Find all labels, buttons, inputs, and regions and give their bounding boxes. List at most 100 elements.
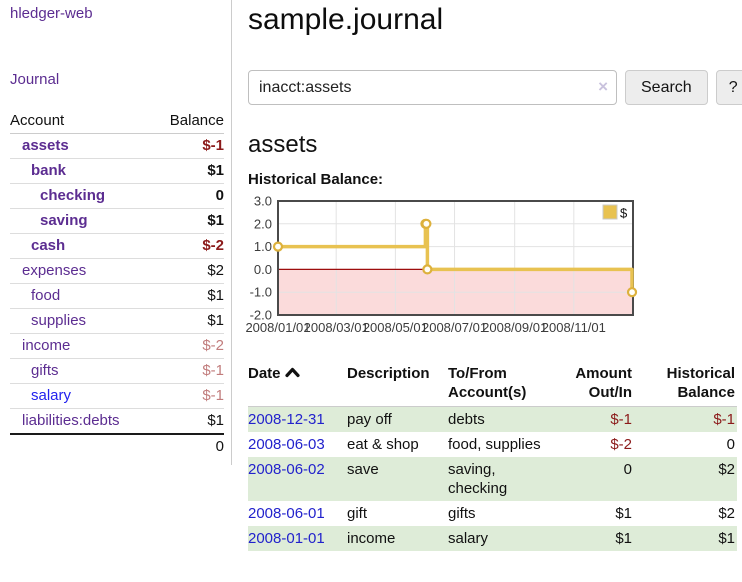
svg-text:-2.0: -2.0 <box>250 308 272 323</box>
svg-text:0.0: 0.0 <box>254 262 272 277</box>
accounts-total-row: 0 <box>10 433 224 459</box>
account-link-expenses[interactable]: expenses <box>22 262 87 279</box>
account-link-liabilities-debts[interactable]: liabilities:debts <box>22 412 120 429</box>
account-balance: $1 <box>153 308 224 334</box>
transaction-date-link[interactable]: 2008-01-01 <box>248 530 325 547</box>
transaction-description-cell: pay off <box>347 406 448 432</box>
transaction-description-cell: save <box>347 457 448 501</box>
account-row: checking 0 <box>10 183 224 209</box>
transaction-date-link[interactable]: 2008-06-02 <box>248 461 325 478</box>
transaction-date-link[interactable]: 2008-06-03 <box>248 436 325 453</box>
transaction-accounts-cell: saving, checking <box>448 457 560 501</box>
account-link-supplies[interactable]: supplies <box>31 312 87 329</box>
account-row: salary $-1 <box>10 383 224 409</box>
transaction-description-cell: gift <box>347 505 368 522</box>
account-link-saving[interactable]: saving <box>40 212 88 229</box>
register-header-balance[interactable]: Historical Balance <box>642 362 737 407</box>
account-row: income $-2 <box>10 333 224 359</box>
account-balance: $-1 <box>153 383 224 409</box>
accounts-header-account: Account <box>10 109 154 134</box>
transaction-accounts-cell: food, supplies <box>448 436 541 453</box>
search-button[interactable]: Search <box>625 70 708 105</box>
transaction-balance-cell: $2 <box>642 457 737 501</box>
help-button[interactable]: ? <box>715 70 742 105</box>
account-balance: $-2 <box>153 233 224 259</box>
account-link-checking[interactable]: checking <box>40 187 106 204</box>
register-header-accounts[interactable]: To/From Account(s) <box>448 362 560 407</box>
svg-text:2008/07/01: 2008/07/01 <box>422 320 487 335</box>
transaction-date-cell: 2008-12-31 <box>248 406 347 432</box>
transaction-date-cell: 2008-01-01 <box>248 526 347 551</box>
transaction-amount-cell: $1 <box>615 505 632 522</box>
svg-text:2008/09/01: 2008/09/01 <box>482 320 547 335</box>
register-header-date[interactable]: Date <box>248 362 347 407</box>
account-balance: 0 <box>153 183 224 209</box>
transaction-date-cell: 2008-06-01 <box>248 501 347 526</box>
svg-text:2.0: 2.0 <box>254 216 272 231</box>
transaction-balance-cell: 0 <box>726 436 735 453</box>
transaction-balance-cell: $1 <box>642 526 737 551</box>
transaction-description-cell: income <box>347 526 448 551</box>
brand-link[interactable]: hledger-web <box>10 5 93 22</box>
account-link-food[interactable]: food <box>31 287 61 304</box>
svg-text:1.0: 1.0 <box>254 239 272 254</box>
transaction-date-cell: 2008-06-02 <box>248 457 347 501</box>
register-header-row: Date Description To/From Account(s) Amou… <box>248 362 737 407</box>
account-balance: $-1 <box>153 133 224 159</box>
svg-text:2008/05/01: 2008/05/01 <box>363 320 428 335</box>
transaction-amount-cell: 0 <box>560 457 642 501</box>
transaction-amount-cell: $-1 <box>560 406 642 432</box>
account-link-income[interactable]: income <box>22 337 71 354</box>
transaction-date-link[interactable]: 2008-12-31 <box>248 411 325 428</box>
account-row: expenses $2 <box>10 258 224 284</box>
register-row: 2008-12-31 pay off debts $-1 $-1 <box>248 406 737 432</box>
search-input[interactable] <box>248 70 617 105</box>
account-row: supplies $1 <box>10 308 224 334</box>
account-balance: $2 <box>153 258 224 284</box>
sidebar-item-journal[interactable]: Journal <box>10 71 60 88</box>
account-link-gifts[interactable]: gifts <box>31 362 59 379</box>
svg-text:3.0: 3.0 <box>254 194 272 209</box>
clear-search-icon[interactable]: × <box>598 77 608 96</box>
account-heading: assets <box>248 131 318 158</box>
transaction-amount-cell: $-2 <box>610 436 632 453</box>
transaction-date-cell: 2008-06-03 <box>248 432 347 457</box>
account-link-bank[interactable]: bank <box>31 162 67 179</box>
transaction-description-cell: eat & shop <box>347 436 419 453</box>
sidebar: hledger-web Journal Account Balance asse… <box>0 0 232 465</box>
register-row: 2008-06-02 save saving, checking 0 $2 <box>248 457 737 501</box>
account-row: food $1 <box>10 283 224 309</box>
register-header-amount[interactable]: Amount Out/In <box>560 362 642 407</box>
account-link-assets[interactable]: assets <box>22 137 69 154</box>
svg-text:2008/03/01: 2008/03/01 <box>304 320 369 335</box>
account-row: bank $1 <box>10 158 224 184</box>
sort-ascending-icon <box>284 364 300 383</box>
accounts-table: Account Balance assets $-1 bank $1 checking 0… <box>10 109 224 459</box>
accounts-header-balance: Balance <box>153 109 224 134</box>
main-content: sample.journal × Search ? assets Histori… <box>232 0 742 551</box>
page-title: sample.journal <box>248 3 444 36</box>
account-link-cash[interactable]: cash <box>31 237 66 254</box>
search-form: × Search ? <box>248 70 742 105</box>
transaction-date-link[interactable]: 2008-06-01 <box>248 505 325 522</box>
transaction-accounts-cell: gifts <box>448 505 476 522</box>
account-balance: $1 <box>153 283 224 309</box>
svg-text:2008/01/01: 2008/01/01 <box>245 320 310 335</box>
register-row: 2008-06-01 gift gifts $1 $2 <box>248 501 737 526</box>
account-row: gifts $-1 <box>10 358 224 384</box>
account-link-salary[interactable]: salary <box>31 387 72 404</box>
accounts-total-value: 0 <box>153 433 224 459</box>
register-header-description[interactable]: Description <box>347 362 448 407</box>
svg-text:-1.0: -1.0 <box>250 285 272 300</box>
transaction-balance-cell: $-1 <box>642 406 737 432</box>
account-row: saving $1 <box>10 208 224 234</box>
historical-balance-chart: $3.0 2.0 1.0 0.0 -1.0 -2.0 2008/01/01 2008/03/0… <box>240 193 742 346</box>
search-field-wrap: × <box>248 70 617 105</box>
account-row: liabilities:debts $1 <box>10 409 224 435</box>
account-balance: $1 <box>153 208 224 234</box>
transaction-amount-cell: $1 <box>560 526 642 551</box>
svg-text:$: $ <box>620 206 628 221</box>
account-balance: $1 <box>153 158 224 184</box>
chart-svg: $3.0 2.0 1.0 0.0 -1.0 -2.02008/01/012008/03/0… <box>245 194 638 335</box>
account-balance: $-1 <box>153 358 224 384</box>
